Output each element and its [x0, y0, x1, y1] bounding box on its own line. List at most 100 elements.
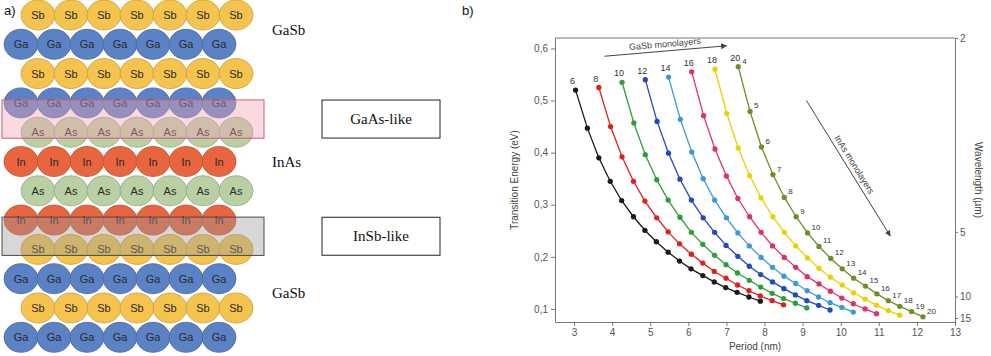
series-marker	[828, 256, 833, 261]
series-marker	[782, 255, 787, 260]
point-label: 17	[892, 291, 901, 300]
series-marker	[840, 266, 845, 271]
tick-mark	[551, 48, 555, 49]
series-marker	[746, 294, 751, 299]
atom	[4, 322, 38, 352]
atom-label: Sb	[64, 9, 77, 21]
plot-labels: 6810121416182045678910111213141516171819…	[570, 36, 936, 316]
atom-label: Ga	[47, 273, 63, 285]
series-marker	[712, 253, 717, 258]
atom	[4, 147, 38, 177]
tick-mark	[841, 322, 842, 326]
atom	[169, 322, 203, 352]
series-line	[622, 82, 807, 308]
series-marker	[631, 179, 636, 184]
tick-mark	[879, 322, 880, 326]
atom	[186, 59, 220, 89]
series-marker	[874, 303, 879, 308]
atom	[21, 176, 55, 206]
tick: 11	[874, 322, 885, 338]
tick: 4	[610, 322, 616, 338]
axis-line	[556, 322, 956, 323]
series-marker	[816, 303, 821, 308]
atom	[136, 264, 170, 294]
series-marker	[678, 117, 683, 122]
atom	[153, 0, 187, 30]
series-marker	[839, 305, 844, 310]
tick-mark	[574, 322, 575, 326]
point-label: 7	[777, 165, 782, 174]
tick-mark	[551, 205, 555, 206]
axis-line	[955, 39, 956, 323]
series-label: 6	[570, 76, 575, 86]
series-marker	[769, 298, 774, 303]
atom	[169, 29, 203, 59]
plot-data	[573, 64, 926, 319]
atom-label: As	[197, 185, 210, 197]
series-marker	[712, 67, 717, 72]
atom-label: As	[98, 185, 111, 197]
series-marker	[724, 173, 729, 178]
panel-label: a)	[4, 3, 16, 18]
tick-mark	[551, 101, 555, 102]
tick: 0,5	[534, 95, 555, 106]
series-marker	[897, 304, 902, 309]
chart: 3456789101112130,10,20,30,40,50,6251015P…	[509, 33, 984, 352]
atom-label: As	[164, 185, 177, 197]
series-marker	[805, 255, 810, 260]
tick-label: 7	[724, 327, 730, 338]
tick-label: 9	[800, 327, 806, 338]
tick: 3	[572, 322, 578, 338]
series-marker	[654, 119, 659, 124]
series-marker	[746, 288, 751, 293]
atom	[87, 176, 121, 206]
series-marker	[805, 274, 810, 279]
series-marker	[608, 179, 613, 184]
point-label: 6	[765, 137, 770, 146]
series-marker	[793, 301, 798, 306]
tick-label: 8	[762, 327, 768, 338]
x-axis-title: Period (nm)	[729, 341, 781, 352]
atom	[219, 59, 253, 89]
series-marker	[701, 215, 706, 220]
tick: 9	[800, 322, 806, 338]
atom	[103, 29, 137, 59]
point-label: 11	[823, 236, 832, 245]
atom	[202, 147, 236, 177]
atom	[37, 29, 71, 59]
series-marker	[735, 282, 740, 287]
series-label: 8	[593, 74, 598, 84]
series-marker	[735, 196, 740, 201]
atom-row: SbSbSbSbSbSbSb	[21, 293, 253, 323]
atom-label: Ga	[212, 331, 228, 343]
atom-label: Ga	[146, 38, 162, 50]
series-marker	[643, 152, 648, 157]
series-marker	[654, 177, 659, 182]
series-marker	[689, 197, 694, 202]
atom-label: Sb	[229, 9, 242, 21]
series-marker	[631, 120, 636, 125]
series-marker	[851, 309, 856, 314]
series-marker	[723, 276, 728, 281]
series-marker	[689, 149, 694, 154]
atom-label: Sb	[64, 302, 77, 314]
point-label: 8	[788, 187, 793, 196]
point-label: 5	[754, 101, 759, 110]
series-label: 20	[730, 53, 740, 63]
series-marker	[769, 291, 774, 296]
tick: 7	[724, 322, 730, 338]
series-marker	[793, 243, 798, 248]
series-marker	[747, 278, 752, 283]
atom-label: In	[49, 156, 58, 168]
series-marker	[701, 176, 706, 181]
atom-row: InInInInInInIn	[4, 147, 236, 177]
atom	[54, 176, 88, 206]
series-marker	[770, 214, 775, 219]
tick-label: 0,1	[534, 304, 548, 315]
atom-label: Ga	[179, 331, 195, 343]
series-marker	[897, 313, 902, 318]
tick-mark	[955, 232, 958, 233]
series-marker	[666, 151, 671, 156]
series-marker	[677, 258, 682, 263]
atom-label: Sb	[97, 302, 110, 314]
